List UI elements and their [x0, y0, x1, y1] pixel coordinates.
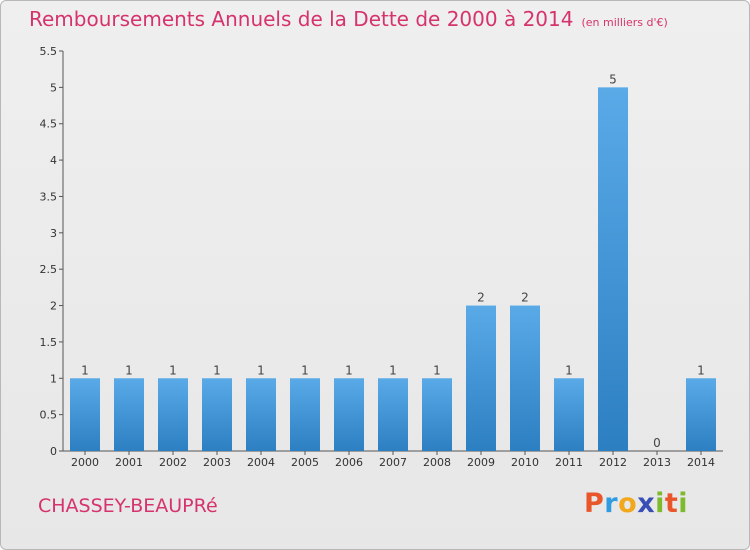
x-tick-label: 2009	[467, 456, 495, 469]
data-label: 2	[521, 291, 529, 305]
bar	[70, 378, 100, 451]
data-label: 1	[697, 363, 705, 377]
bar	[554, 378, 584, 451]
data-label: 5	[609, 72, 617, 86]
y-tick-label: 4	[50, 154, 57, 167]
x-tick-label: 2003	[203, 456, 231, 469]
bar	[202, 378, 232, 451]
data-label: 1	[389, 363, 397, 377]
data-label: 1	[125, 363, 133, 377]
y-tick-label: 0.5	[40, 409, 58, 422]
logo-letter: r	[604, 488, 619, 519]
y-tick-label: 2	[50, 300, 57, 313]
bar	[686, 378, 716, 451]
x-tick-label: 2007	[379, 456, 407, 469]
logo-letter: i	[678, 488, 689, 519]
data-label: 2	[477, 291, 485, 305]
bar	[246, 378, 276, 451]
bar	[158, 378, 188, 451]
title-unit: (en milliers d'€)	[581, 16, 668, 29]
data-label: 1	[301, 363, 309, 377]
bar	[422, 378, 452, 451]
y-tick-label: 3	[50, 227, 57, 240]
data-label: 1	[213, 363, 221, 377]
y-tick-label: 1	[50, 372, 57, 385]
x-tick-label: 2006	[335, 456, 363, 469]
proxiti-logo[interactable]: Proxiti	[584, 488, 688, 519]
logo-letter: P	[584, 488, 605, 519]
x-tick-label: 2014	[687, 456, 715, 469]
y-tick-label: 5.5	[40, 45, 58, 58]
y-tick-label: 2.5	[40, 263, 58, 276]
y-tick-label: 1.5	[40, 336, 58, 349]
bar	[378, 378, 408, 451]
data-label: 1	[81, 363, 89, 377]
logo-letter: i	[655, 488, 665, 519]
y-tick-label: 5	[50, 81, 57, 94]
data-label: 1	[565, 363, 573, 377]
y-tick-label: 3.5	[40, 190, 58, 203]
bar	[334, 378, 364, 451]
bar	[510, 305, 540, 451]
data-label: 1	[345, 363, 353, 377]
x-tick-label: 2012	[599, 456, 627, 469]
chart-title: Remboursements Annuels de la Dette de 20…	[29, 7, 668, 31]
bar	[598, 87, 628, 451]
data-label: 1	[433, 363, 441, 377]
x-tick-label: 2004	[247, 456, 275, 469]
commune-name: CHASSEY-BEAUPRé	[38, 495, 218, 517]
data-label: 0	[653, 436, 661, 450]
x-tick-label: 2008	[423, 456, 451, 469]
logo-letter: x	[637, 488, 656, 519]
logo-letter: t	[664, 488, 679, 519]
x-tick-label: 2013	[643, 456, 671, 469]
data-label: 1	[169, 363, 177, 377]
bar	[466, 305, 496, 451]
bar	[290, 378, 320, 451]
x-tick-label: 2002	[159, 456, 187, 469]
bar	[114, 378, 144, 451]
y-tick-label: 4.5	[40, 118, 58, 131]
logo-letter: o	[618, 488, 638, 519]
x-tick-label: 2010	[511, 456, 539, 469]
title-text: Remboursements Annuels de la Dette de 20…	[29, 7, 574, 31]
x-tick-label: 2011	[555, 456, 583, 469]
x-tick-label: 2000	[71, 456, 99, 469]
data-label: 1	[257, 363, 265, 377]
x-tick-label: 2005	[291, 456, 319, 469]
x-tick-label: 2001	[115, 456, 143, 469]
y-tick-label: 0	[50, 445, 57, 458]
